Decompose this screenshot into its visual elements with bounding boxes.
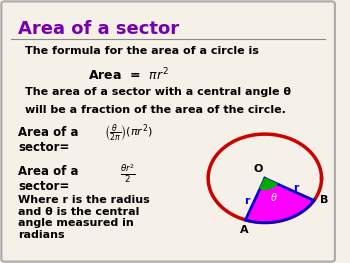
Text: $\theta$: $\theta$ bbox=[270, 191, 278, 203]
Polygon shape bbox=[260, 178, 277, 189]
Text: Area of a
sector=: Area of a sector= bbox=[18, 126, 78, 154]
Text: Area of a
sector=: Area of a sector= bbox=[18, 165, 78, 193]
Text: The area of a sector with a central angle θ: The area of a sector with a central angl… bbox=[25, 87, 291, 97]
Polygon shape bbox=[245, 178, 314, 222]
Text: $\left(\frac{\theta}{2\pi}\right)(\pi r^2)$: $\left(\frac{\theta}{2\pi}\right)(\pi r^… bbox=[104, 122, 153, 144]
FancyBboxPatch shape bbox=[1, 1, 335, 262]
Text: O: O bbox=[254, 164, 263, 174]
Text: Where r is the radius
and θ is the central
angle measured in
radians: Where r is the radius and θ is the centr… bbox=[18, 195, 150, 240]
Text: Area of a sector: Area of a sector bbox=[18, 20, 179, 38]
Text: A: A bbox=[239, 225, 248, 235]
Text: r: r bbox=[294, 183, 299, 193]
Text: Area  =  $\pi r^2$: Area = $\pi r^2$ bbox=[88, 67, 168, 83]
Text: B: B bbox=[320, 195, 328, 205]
Text: The formula for the area of a circle is: The formula for the area of a circle is bbox=[25, 45, 259, 56]
Text: $\frac{\theta r^2}{2}$: $\frac{\theta r^2}{2}$ bbox=[120, 163, 136, 185]
Text: r: r bbox=[244, 196, 249, 206]
Text: will be a fraction of the area of the circle.: will be a fraction of the area of the ci… bbox=[25, 105, 286, 115]
